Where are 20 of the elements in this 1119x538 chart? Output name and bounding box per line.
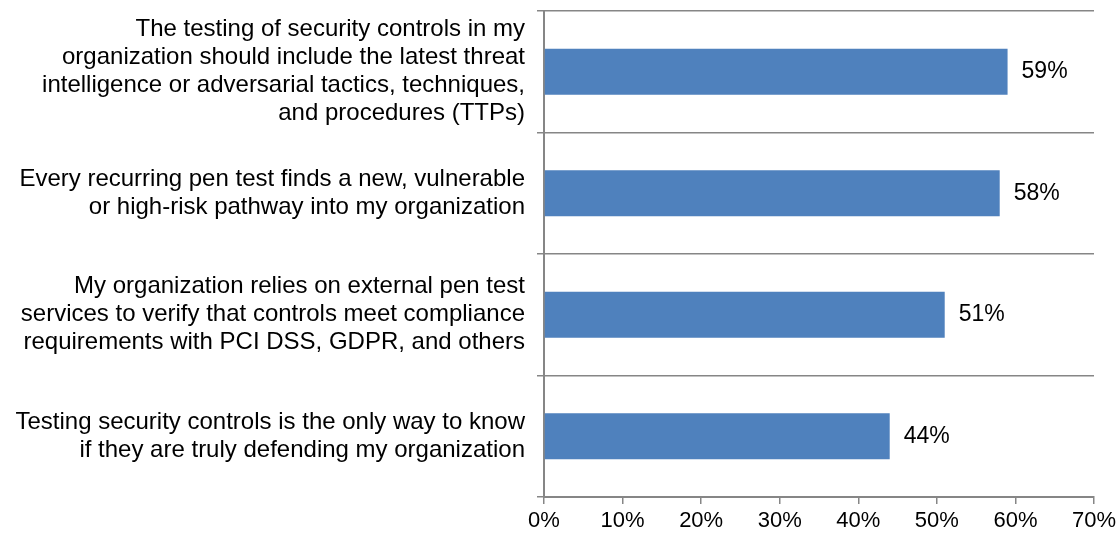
- y-tick-label: Testing security controls is the only way to know if they are truly defending my organization: [15, 406, 526, 462]
- bar: [544, 291, 945, 338]
- y-tick-label: My organization relies on external pen test services to verify that controls meet compliance requirements with PCI DSS, GDPR, and others: [20, 271, 526, 355]
- x-tick-label: 20%: [679, 507, 724, 533]
- x-tick-label: 0%: [528, 507, 560, 533]
- x-tick-label: 30%: [757, 507, 802, 533]
- x-tick-label: 40%: [836, 507, 881, 533]
- x-tick-label: 50%: [914, 507, 959, 533]
- bar: [544, 48, 1008, 95]
- data-label: 44%: [903, 421, 950, 448]
- y-tick-label: Every recurring pen test finds a new, vulnerable or high-risk pathway into my organization: [19, 163, 525, 219]
- data-label: 58%: [1013, 178, 1060, 205]
- bar: [544, 413, 890, 460]
- bar: [544, 170, 1000, 217]
- data-label: 51%: [958, 300, 1005, 327]
- data-label: 59%: [1021, 57, 1068, 84]
- x-tick-label: 70%: [1071, 507, 1117, 533]
- y-tick-label: The testing of security controls in my organization should include the latest threat intelligence or adversarial tactics, techniques, and procedures (TTPs): [42, 14, 526, 126]
- x-tick-label: 10%: [600, 507, 645, 533]
- x-tick-label: 60%: [993, 507, 1038, 533]
